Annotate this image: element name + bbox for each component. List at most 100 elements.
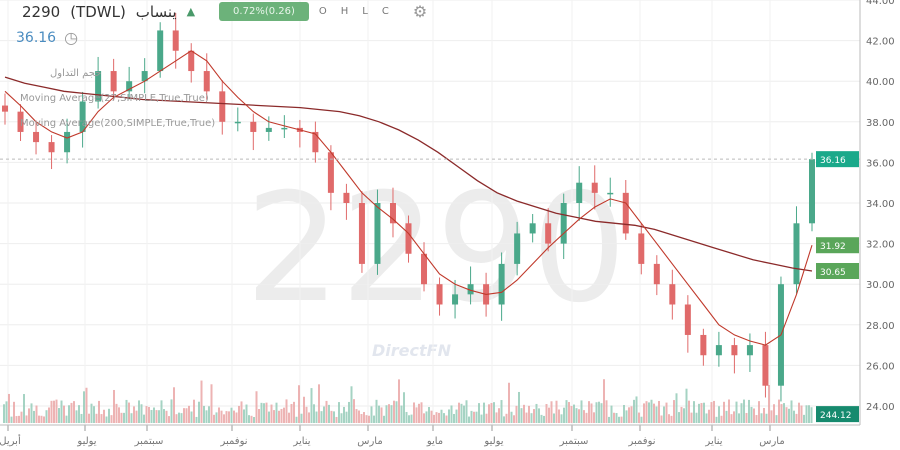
volume-bar	[620, 416, 623, 423]
candle-body	[203, 71, 210, 92]
volume-bar	[785, 407, 788, 423]
volume-bar	[625, 410, 628, 423]
candle-body	[265, 127, 272, 132]
volume-bar	[48, 407, 50, 423]
volume-bar	[353, 399, 355, 423]
volume-bar	[188, 405, 190, 423]
volume-bar	[315, 411, 318, 423]
volume-bar	[173, 387, 175, 423]
volume-bar	[440, 409, 443, 423]
candle-body	[327, 152, 334, 193]
volume-bar	[155, 410, 158, 423]
y-tick-label: 30.00	[866, 280, 895, 291]
volume-bar	[725, 410, 728, 423]
candle-body	[172, 30, 179, 51]
volume-bar	[318, 384, 320, 423]
volume-bar	[350, 386, 353, 423]
volume-bar	[298, 385, 300, 423]
volume-bar	[473, 411, 475, 423]
volume-bar	[705, 413, 708, 423]
volume-bar	[275, 402, 278, 423]
volume-bar	[415, 407, 418, 423]
volume-bar	[488, 404, 490, 423]
volume-bar	[535, 403, 538, 423]
volume-bar	[810, 407, 813, 423]
volume-bar	[685, 388, 688, 423]
volume-bar	[503, 416, 505, 423]
x-tick-label: أبريل	[0, 434, 21, 447]
candle-body	[715, 345, 722, 356]
volume-bar	[675, 393, 678, 423]
volume-bar	[120, 412, 123, 423]
volume-bar	[390, 405, 393, 423]
volume-bar	[455, 409, 458, 423]
legend-ma-short[interactable]: Moving Average(27,SIMPLE,True,True)	[20, 93, 209, 104]
volume-bar	[380, 407, 383, 423]
volume-bar	[538, 408, 540, 423]
volume-bar	[220, 410, 223, 423]
volume-bar	[555, 400, 558, 423]
ma-short-tag: 31.92	[820, 242, 846, 252]
volume-bar	[285, 399, 288, 423]
candle-body	[234, 121, 241, 124]
volume-bar	[463, 405, 465, 423]
volume-bar	[170, 399, 173, 423]
candle-body	[653, 263, 660, 285]
volume-bar	[305, 406, 308, 423]
clock-icon[interactable]: ◷	[64, 28, 79, 47]
candle-body	[17, 111, 24, 132]
volume-bar	[640, 416, 643, 423]
volume-bar	[73, 401, 75, 423]
volume-bar	[65, 415, 68, 423]
volume-bar	[90, 403, 93, 423]
volume-bar	[778, 399, 780, 423]
gear-icon[interactable]: ⚙	[412, 2, 428, 21]
candle-body	[498, 263, 505, 305]
x-tick-label: مارس	[759, 436, 784, 447]
volume-bar	[480, 414, 483, 423]
candle-body	[79, 101, 86, 132]
volume-bar	[45, 410, 48, 423]
volume-bar	[165, 410, 168, 423]
y-tick-label: 38.00	[866, 118, 895, 129]
legend-ma-long[interactable]: Moving Average(200,SIMPLE,True,True)	[20, 118, 216, 129]
company-name: ينساب	[135, 2, 177, 21]
volume-bar	[615, 413, 618, 423]
candle-body	[436, 284, 443, 305]
volume-bar	[345, 411, 348, 423]
volume-bar	[773, 404, 775, 423]
volume-bar	[648, 402, 650, 423]
volume-bar	[15, 416, 18, 423]
candle-body	[700, 334, 707, 356]
volume-bar	[50, 400, 53, 423]
volume-bar	[793, 410, 795, 423]
legend-volume[interactable]: حجم التداول	[50, 68, 102, 79]
volume-bar	[745, 412, 748, 423]
volume-bar	[680, 406, 683, 423]
volume-bar	[790, 400, 793, 423]
volume-bar	[53, 400, 55, 423]
volume-bar	[238, 405, 240, 423]
volume-bar	[758, 401, 760, 423]
volume-bar	[328, 404, 330, 423]
volume-bar	[395, 401, 398, 423]
volume-bar	[553, 413, 555, 423]
candle-body	[607, 192, 614, 195]
volume-bar	[428, 407, 430, 423]
volume-bar	[195, 416, 198, 423]
volume-bar	[5, 401, 8, 423]
volume-bar	[698, 403, 700, 423]
symbol-code: 2290	[22, 2, 61, 21]
volume-bar	[210, 384, 213, 423]
volume-bar	[55, 399, 58, 423]
last-price: 36.16 ◷	[16, 28, 79, 47]
volume-bar	[323, 406, 325, 423]
volume-bar	[780, 404, 783, 423]
volume-bar	[568, 402, 570, 423]
last-price-tag: 36.16	[820, 156, 846, 166]
volume-bar	[193, 399, 195, 423]
x-tick-label: مايو	[426, 436, 443, 447]
volume-bar	[518, 391, 520, 423]
volume-bar	[600, 403, 603, 423]
